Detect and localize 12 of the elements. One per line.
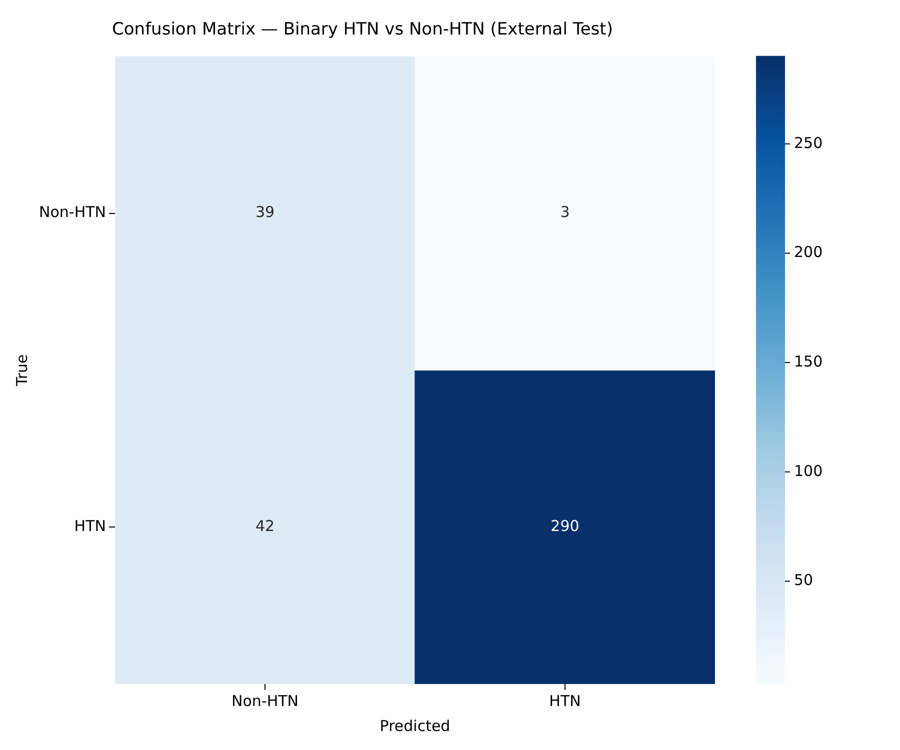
x-axis-title: Predicted [380, 716, 450, 735]
chart-title: Confusion Matrix — Binary HTN vs Non-HTN (External Test) [112, 20, 613, 40]
color-bar-label: 50 [794, 571, 814, 590]
data-label: 39 [255, 203, 275, 222]
color-bar-label: 100 [794, 462, 823, 480]
y-axis-title: True [12, 354, 31, 388]
color-bar-label: 200 [794, 243, 823, 262]
color-bar-label: 150 [794, 352, 823, 370]
data-label: 42 [255, 516, 275, 535]
data-label: 3 [560, 203, 570, 222]
data-label: 290 [550, 516, 580, 535]
color-bar-label: 250 [794, 134, 823, 152]
